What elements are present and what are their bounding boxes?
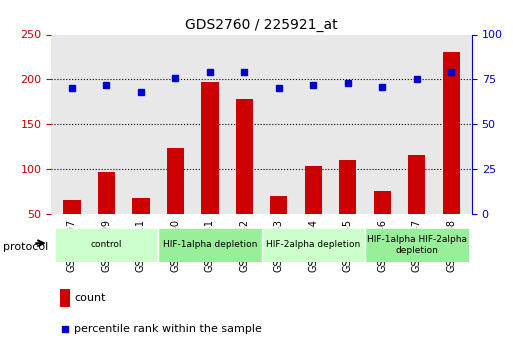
Bar	[64, 199, 81, 259]
Bar	[305, 166, 322, 259]
Bar	[201, 82, 219, 259]
Text: protocol: protocol	[3, 242, 48, 252]
Bar	[270, 196, 287, 259]
FancyBboxPatch shape	[365, 228, 468, 262]
Text: percentile rank within the sample: percentile rank within the sample	[74, 324, 262, 334]
Bar	[132, 198, 150, 259]
Bar	[339, 160, 357, 259]
Bar	[373, 191, 391, 259]
Text: control: control	[91, 240, 122, 249]
FancyBboxPatch shape	[55, 228, 158, 262]
Text: HIF-1alpha depletion: HIF-1alpha depletion	[163, 240, 257, 249]
Bar	[408, 155, 425, 259]
FancyBboxPatch shape	[158, 228, 262, 262]
FancyBboxPatch shape	[262, 228, 365, 262]
Text: HIF-2alpha depletion: HIF-2alpha depletion	[266, 240, 361, 249]
Title: GDS2760 / 225921_at: GDS2760 / 225921_at	[185, 18, 338, 32]
Bar	[443, 51, 460, 259]
Bar	[60, 289, 70, 307]
Text: HIF-1alpha HIF-2alpha
depletion: HIF-1alpha HIF-2alpha depletion	[367, 235, 467, 255]
Bar	[98, 172, 115, 259]
Text: count: count	[74, 293, 106, 303]
Bar	[236, 99, 253, 259]
Bar	[167, 148, 184, 259]
